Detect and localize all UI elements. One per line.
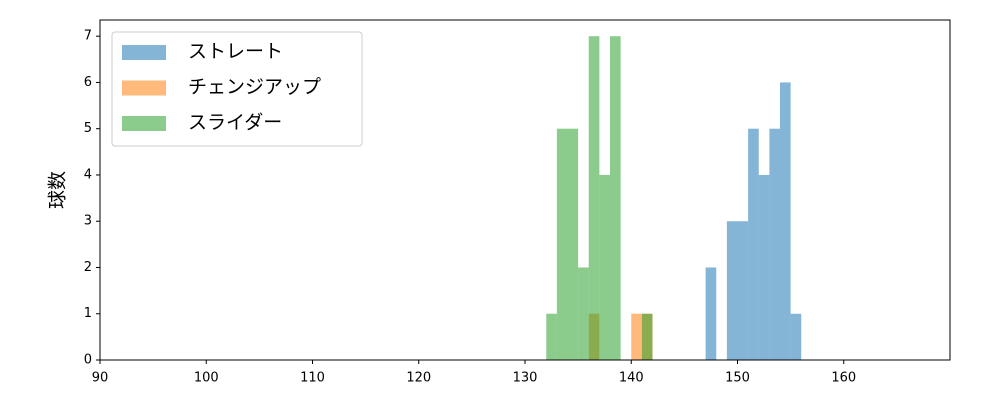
y-tick-label: 0 xyxy=(84,353,92,368)
x-tick-label: 130 xyxy=(513,371,538,386)
x-tick-label: 90 xyxy=(92,371,109,386)
legend-swatch xyxy=(122,116,166,131)
bar xyxy=(790,313,802,360)
y-tick-label: 4 xyxy=(84,167,92,182)
y-tick-label: 7 xyxy=(84,29,92,44)
y-tick-label: 2 xyxy=(84,260,92,275)
y-tick-label: 1 xyxy=(84,306,92,321)
legend-label: スライダー xyxy=(188,112,282,134)
legend-swatch xyxy=(122,45,166,60)
legend-label: チェンジアップ xyxy=(188,76,321,98)
bar xyxy=(705,267,717,360)
bar xyxy=(599,174,610,360)
y-tick-label: 5 xyxy=(84,121,92,136)
bar xyxy=(758,174,770,360)
legend-label: ストレート xyxy=(188,41,283,63)
y-axis-label: 球数 xyxy=(47,171,69,209)
bar xyxy=(567,128,579,360)
x-tick-label: 160 xyxy=(831,371,856,386)
legend-box xyxy=(111,31,363,147)
x-tick-label: 140 xyxy=(619,371,644,386)
x-tick-label: 120 xyxy=(406,371,431,386)
bar xyxy=(546,313,557,360)
y-tick-label: 3 xyxy=(84,214,92,229)
bar xyxy=(726,221,738,360)
y-tick-label: 6 xyxy=(84,75,92,90)
bar xyxy=(556,128,568,360)
x-tick-label: 110 xyxy=(300,371,325,386)
bar xyxy=(578,267,589,360)
bar xyxy=(641,313,653,360)
bar xyxy=(631,313,642,360)
x-tick-label: 100 xyxy=(194,371,219,386)
bar xyxy=(737,221,749,360)
bar xyxy=(610,36,621,360)
bar xyxy=(769,128,780,360)
bar xyxy=(780,82,791,361)
plot-frame xyxy=(99,19,951,361)
legend-swatch xyxy=(122,80,166,96)
bar xyxy=(588,36,600,360)
bar xyxy=(748,128,759,360)
x-tick-label: 150 xyxy=(725,371,750,386)
